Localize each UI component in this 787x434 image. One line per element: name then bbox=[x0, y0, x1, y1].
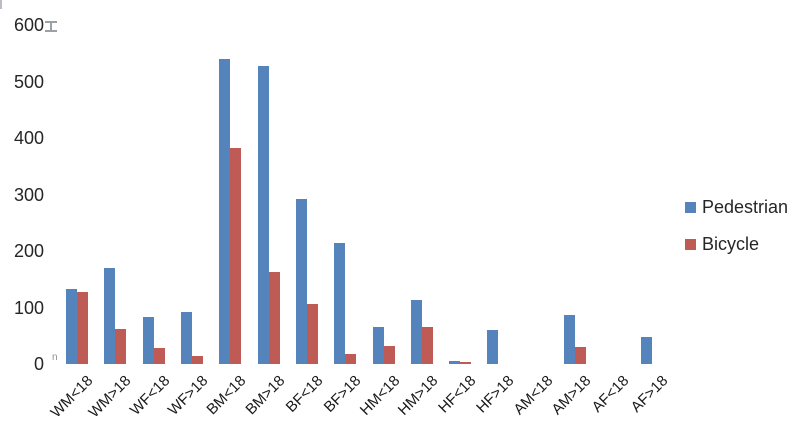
bar-bicycle-BF<18 bbox=[307, 304, 318, 364]
bar-pedestrian-BF<18 bbox=[296, 199, 307, 364]
legend: Pedestrian Bicycle bbox=[685, 198, 787, 272]
bar-bicycle-WM>18 bbox=[115, 329, 126, 364]
bar-bicycle-BF>18 bbox=[345, 354, 356, 364]
y-tick-label: 500 bbox=[13, 71, 44, 92]
legend-label: Bicycle bbox=[702, 234, 760, 254]
y-tick-label: 200 bbox=[13, 241, 44, 261]
bar-pedestrian-HM<18 bbox=[373, 327, 384, 364]
bar-bicycle-WF>18 bbox=[192, 356, 203, 364]
legend-item-bicycle: Bicycle bbox=[685, 235, 787, 253]
legend-label: Pedestrian bbox=[702, 197, 787, 217]
bar-pedestrian-BM<18 bbox=[219, 59, 230, 364]
bar-pedestrian-HF<18 bbox=[449, 361, 460, 364]
bar-pedestrian-BF>18 bbox=[334, 243, 345, 364]
corner-artifact-mark bbox=[0, 0, 2, 9]
bar-bicycle-HM>18 bbox=[422, 327, 433, 364]
bar-bicycle-WF<18 bbox=[154, 348, 165, 364]
bar-pedestrian-HM>18 bbox=[411, 300, 422, 364]
bar-pedestrian-WM>18 bbox=[104, 268, 115, 364]
legend-item-pedestrian: Pedestrian bbox=[685, 198, 787, 216]
y-tick-label: 100 bbox=[13, 297, 44, 318]
legend-swatch-icon bbox=[685, 238, 696, 250]
bar-bicycle-WM<18 bbox=[77, 292, 88, 364]
bar-pedestrian-WM<18 bbox=[66, 289, 77, 364]
bar-pedestrian-BM>18 bbox=[258, 66, 269, 364]
bar-pedestrian-WF>18 bbox=[181, 312, 192, 364]
bar-bicycle-BM>18 bbox=[269, 272, 280, 364]
y-tick-label: 300 bbox=[13, 184, 44, 205]
y-tick-label: 0 bbox=[33, 354, 44, 374]
bar-pedestrian-AF>18 bbox=[641, 337, 652, 364]
bar-bicycle-BM<18 bbox=[230, 148, 241, 364]
y-tick-label: 600 bbox=[13, 15, 44, 35]
y-tick-label: 400 bbox=[13, 128, 44, 148]
bar-pedestrian-HF>18 bbox=[487, 330, 498, 364]
bar-bicycle-AM>18 bbox=[575, 347, 586, 364]
ibeam-artifact-icon bbox=[45, 21, 57, 32]
bar-pedestrian-WF<18 bbox=[143, 317, 154, 364]
n-artifact-mark: n bbox=[52, 352, 58, 363]
bar-bicycle-HF<18 bbox=[460, 362, 471, 364]
bar-bicycle-HM<18 bbox=[384, 346, 395, 364]
legend-swatch-icon bbox=[685, 201, 696, 213]
bar-pedestrian-AM>18 bbox=[564, 315, 575, 364]
